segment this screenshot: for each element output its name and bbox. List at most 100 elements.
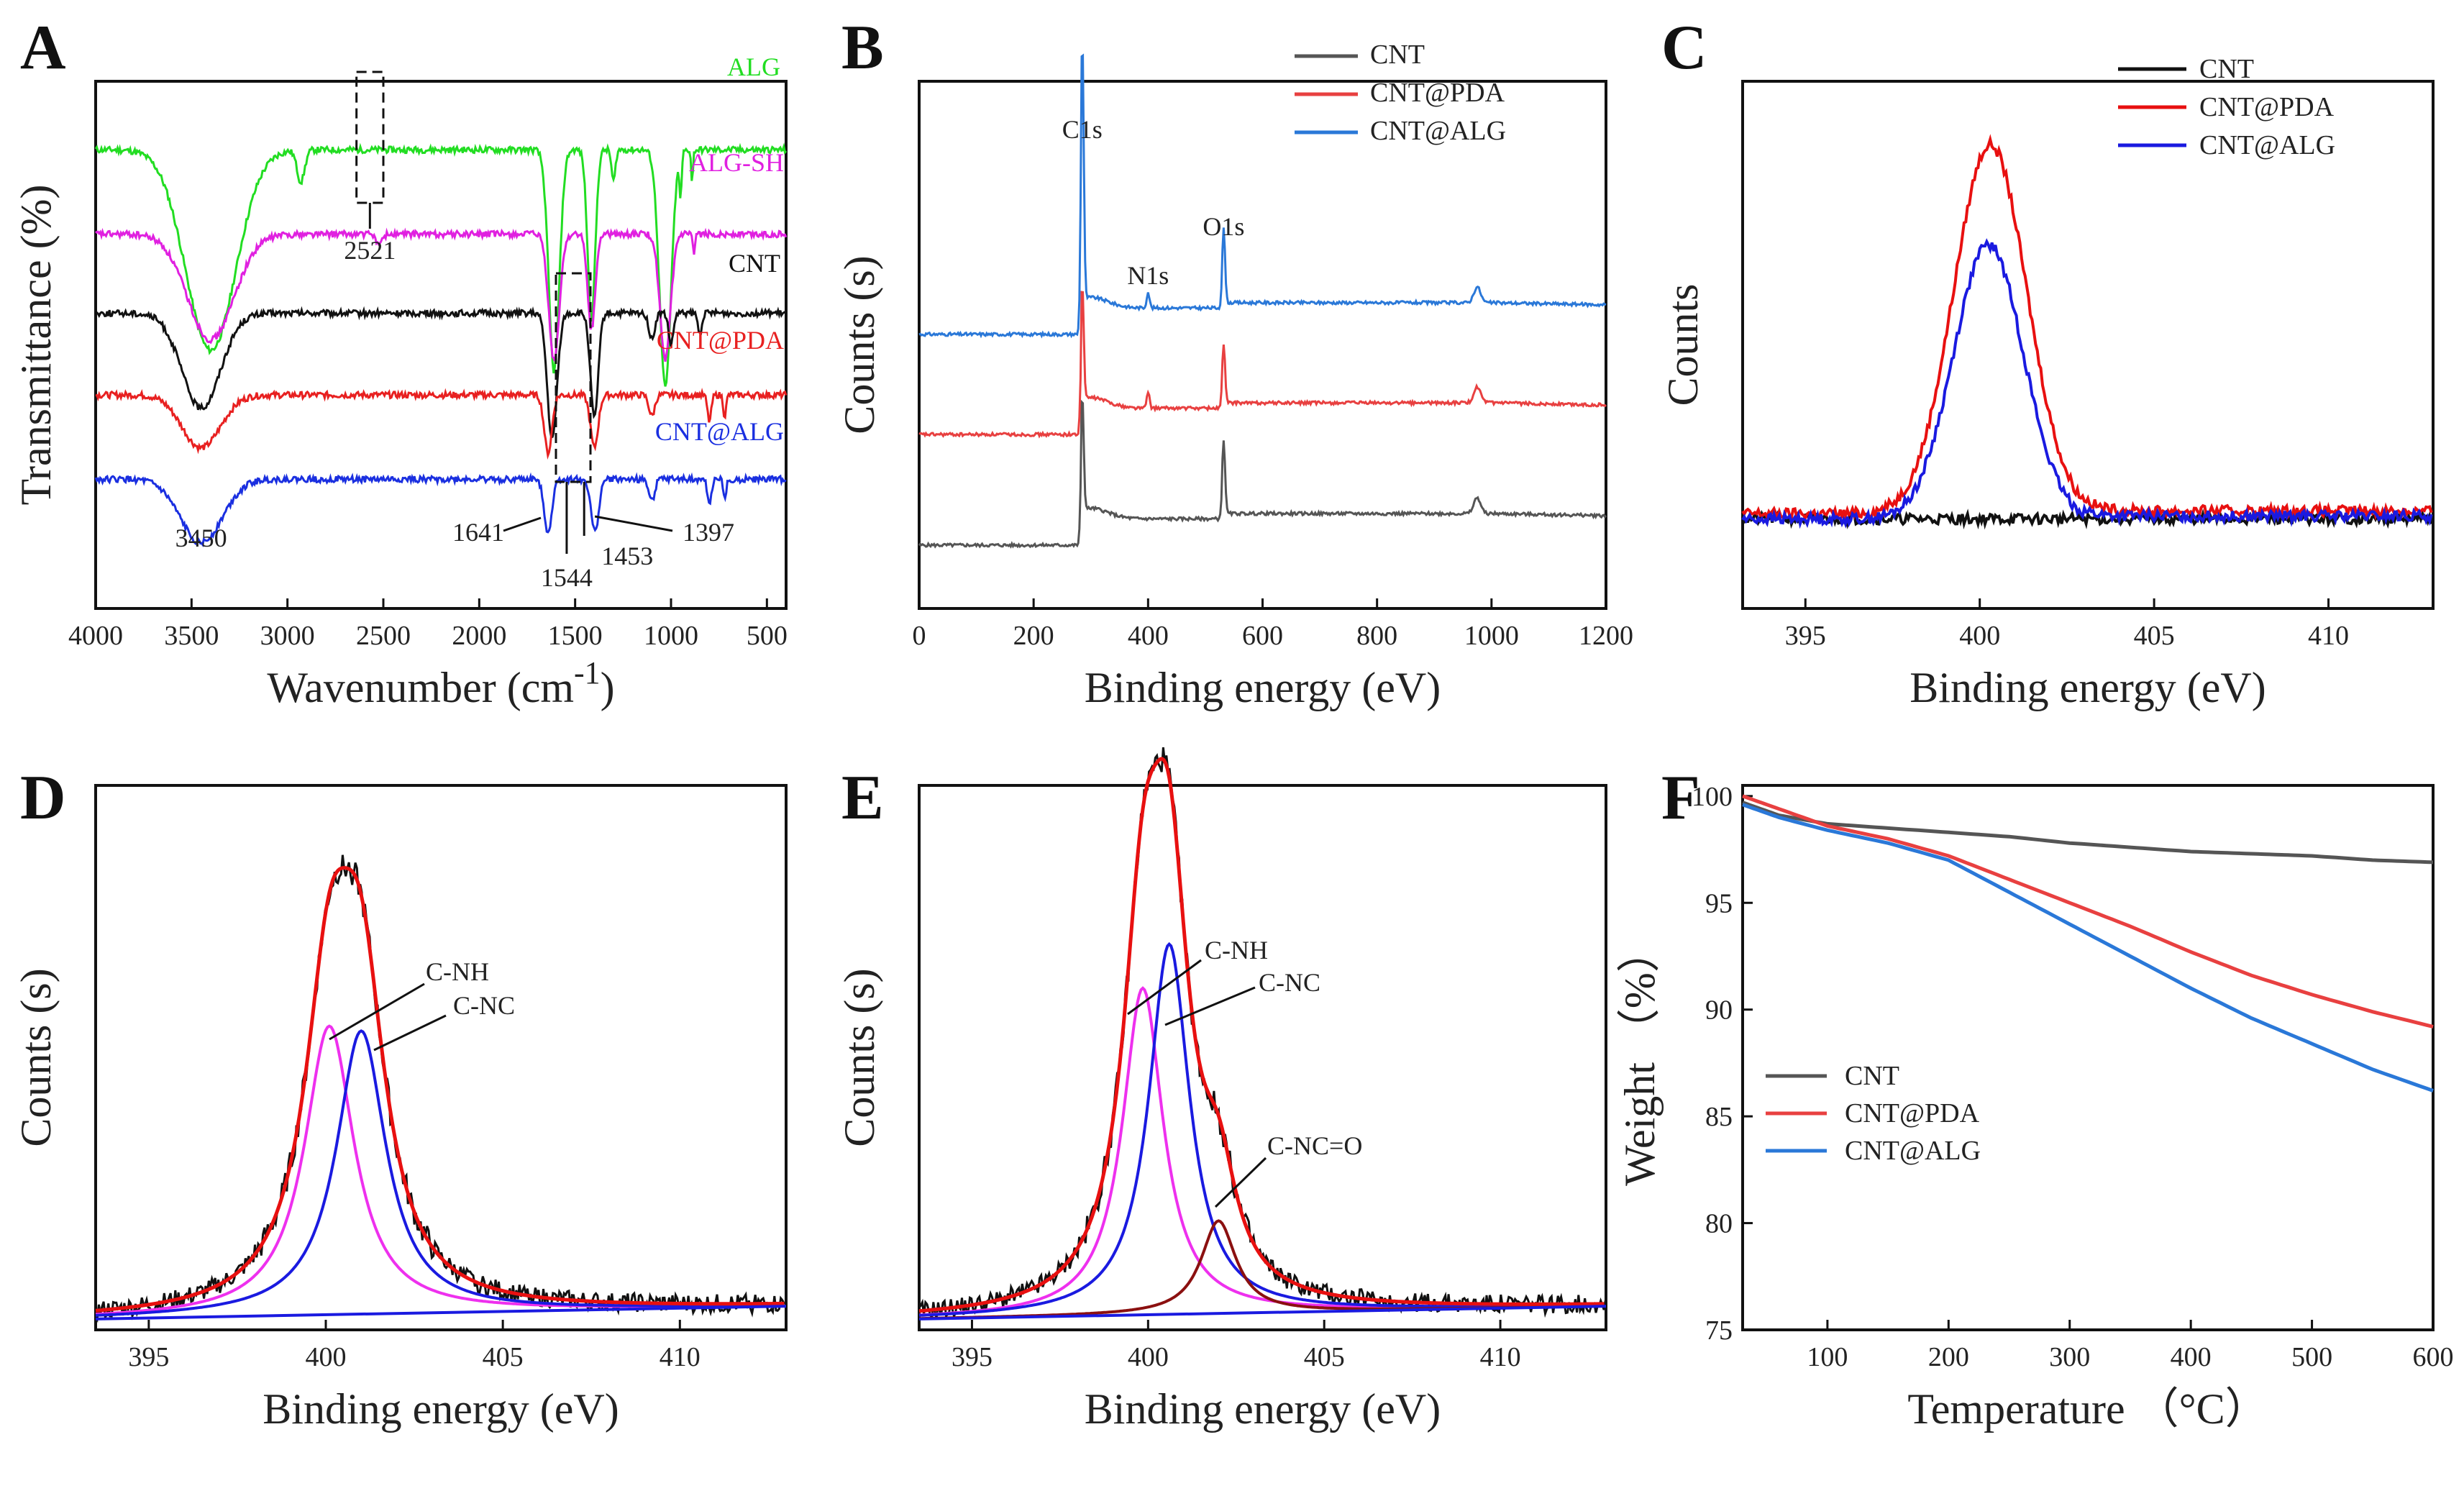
series-line-cnt-pda [918,291,1607,439]
x-tick-label: 1500 [548,621,603,651]
x-axis-c: 395 400 405 410 [1785,598,2349,651]
x-tick-label: 200 [1928,1342,1969,1372]
x-tick-label: 500 [2291,1342,2332,1372]
dashed-box-2521 [355,70,385,204]
x-tick-label: 395 [1785,621,1826,651]
plot-frame-d [94,784,788,1331]
baseline-line [918,1305,1607,1321]
peak-label-1544: 1544 [541,563,593,592]
component-line-c-nc [918,941,1605,1317]
plot-frame-e [918,784,1607,1331]
panel-letter-e: E [841,763,884,833]
x-axis-label-d: Binding energy (eV) [263,1385,619,1433]
x-tick-label: 405 [2134,621,2175,651]
legend-f: CNT CNT@PDA CNT@ALG [1766,1061,1981,1166]
x-axis-label-superscript: -1 [574,655,601,690]
series-label-cnt: CNT [729,249,780,278]
y-tick-label: 100 [1692,782,1733,812]
component-label-c-nc: C-NC [453,991,515,1020]
peak-label-c1s: C1s [1062,115,1103,144]
legend-label: CNT@ALG [1370,116,1506,146]
legend-label: CNT@PDA [2199,92,2335,122]
series-line-cnt [1742,801,2434,865]
baseline-line [95,1305,787,1321]
plot-frame-a [94,80,788,610]
x-tick-label: 1200 [1579,621,1633,651]
series-label-cnt-pda: CNT@PDA [657,326,784,355]
x-tick-label: 600 [1242,621,1283,651]
y-axis-label-d: Counts (s) [12,968,60,1146]
y-tick-label: 80 [1705,1209,1733,1239]
x-tick-label: 0 [913,621,926,651]
arrow-c-nh [329,982,425,1041]
legend-b: CNT CNT@PDA CNT@ALG [1295,40,1506,146]
x-tick-label: 100 [1807,1342,1848,1372]
panel-letter-b: B [841,13,884,83]
x-axis-label-text: Wavenumber (cm [267,664,574,711]
x-tick-label: 400 [1128,1342,1169,1372]
legend-label: CNT [1370,40,1425,70]
envelope-line [95,866,785,1313]
series-line-cnt-pda [1742,794,2434,1028]
panel-letter-c: C [1661,13,1707,83]
x-axis-label-close: ) [601,664,615,711]
x-axis-e: 395 400 405 410 [952,1320,1521,1372]
arrow-1641 [503,516,542,532]
x-axis-label-c: Binding energy (eV) [1909,664,2265,711]
series-line-cnt-alg [1742,803,2434,1093]
x-tick-label: 395 [128,1342,169,1372]
series-line-alg-sh [94,227,788,362]
panel-letter-a: A [20,13,66,83]
y-tick-label: 75 [1705,1315,1733,1346]
peak-label-2521: 2521 [344,236,396,265]
x-axis-label-f: Temperature （°C） [1907,1385,2268,1433]
x-tick-label: 4000 [68,621,123,651]
x-tick-label: 200 [1013,621,1054,651]
dashed-box-amide [555,272,592,483]
x-axis-label-b: Binding energy (eV) [1085,664,1441,711]
series-line-cnt [94,306,787,439]
component-label-c-nc: C-NC [1259,968,1320,997]
arrow-c-nc [1164,986,1256,1026]
x-tick-label: 400 [1128,621,1169,651]
peak-label-1641: 1641 [452,518,504,547]
y-axis-f: 75 80 85 90 95 100 [1692,782,1753,1346]
legend-label: CNT@ALG [2199,130,2335,160]
x-tick-label: 400 [2171,1342,2212,1372]
plot-frame-c [1741,80,2435,610]
series-line-cnt [918,399,1607,549]
y-tick-label: 85 [1705,1102,1733,1132]
y-axis-label-c: Counts [1659,283,1707,406]
legend-label: CNT@PDA [1370,78,1505,108]
peak-label-1397: 1397 [683,518,734,547]
y-axis-label-f: Weight （%） [1616,929,1664,1186]
legend-label: CNT [1845,1061,1899,1091]
peak-label-1453: 1453 [601,542,653,570]
x-tick-label: 405 [483,1342,524,1372]
peak-label-3450: 3450 [175,524,227,552]
x-tick-label: 600 [2413,1342,2454,1372]
x-tick-label: 395 [952,1342,993,1372]
component-line-c-nh [95,1024,785,1316]
legend-label: CNT [2199,54,2254,84]
component-label-c-nh: C-NH [1205,936,1268,964]
x-tick-label: 3000 [260,621,315,651]
x-tick-label: 2500 [356,621,411,651]
x-tick-label: 1000 [644,621,698,651]
series-label-alg: ALG [727,53,780,81]
peak-label-o1s: O1s [1203,212,1244,241]
arrow-c-nc-o [1214,1157,1267,1208]
legend-label: CNT@ALG [1845,1136,1981,1166]
plot-frame-f [1741,784,2435,1331]
raw-data-line [94,854,786,1323]
arrow-1397 [594,515,673,532]
x-tick-label: 500 [747,621,788,651]
series-label-alg-sh: ALG-SH [689,148,784,177]
plot-frame-b [918,80,1607,610]
y-axis-label-b: Counts (s) [836,255,883,434]
peak-label-n1s: N1s [1127,261,1169,290]
arrow-c-nh [1127,959,1202,1016]
series-line-cnt-alg [1741,238,2433,529]
x-tick-label: 3500 [164,621,219,651]
